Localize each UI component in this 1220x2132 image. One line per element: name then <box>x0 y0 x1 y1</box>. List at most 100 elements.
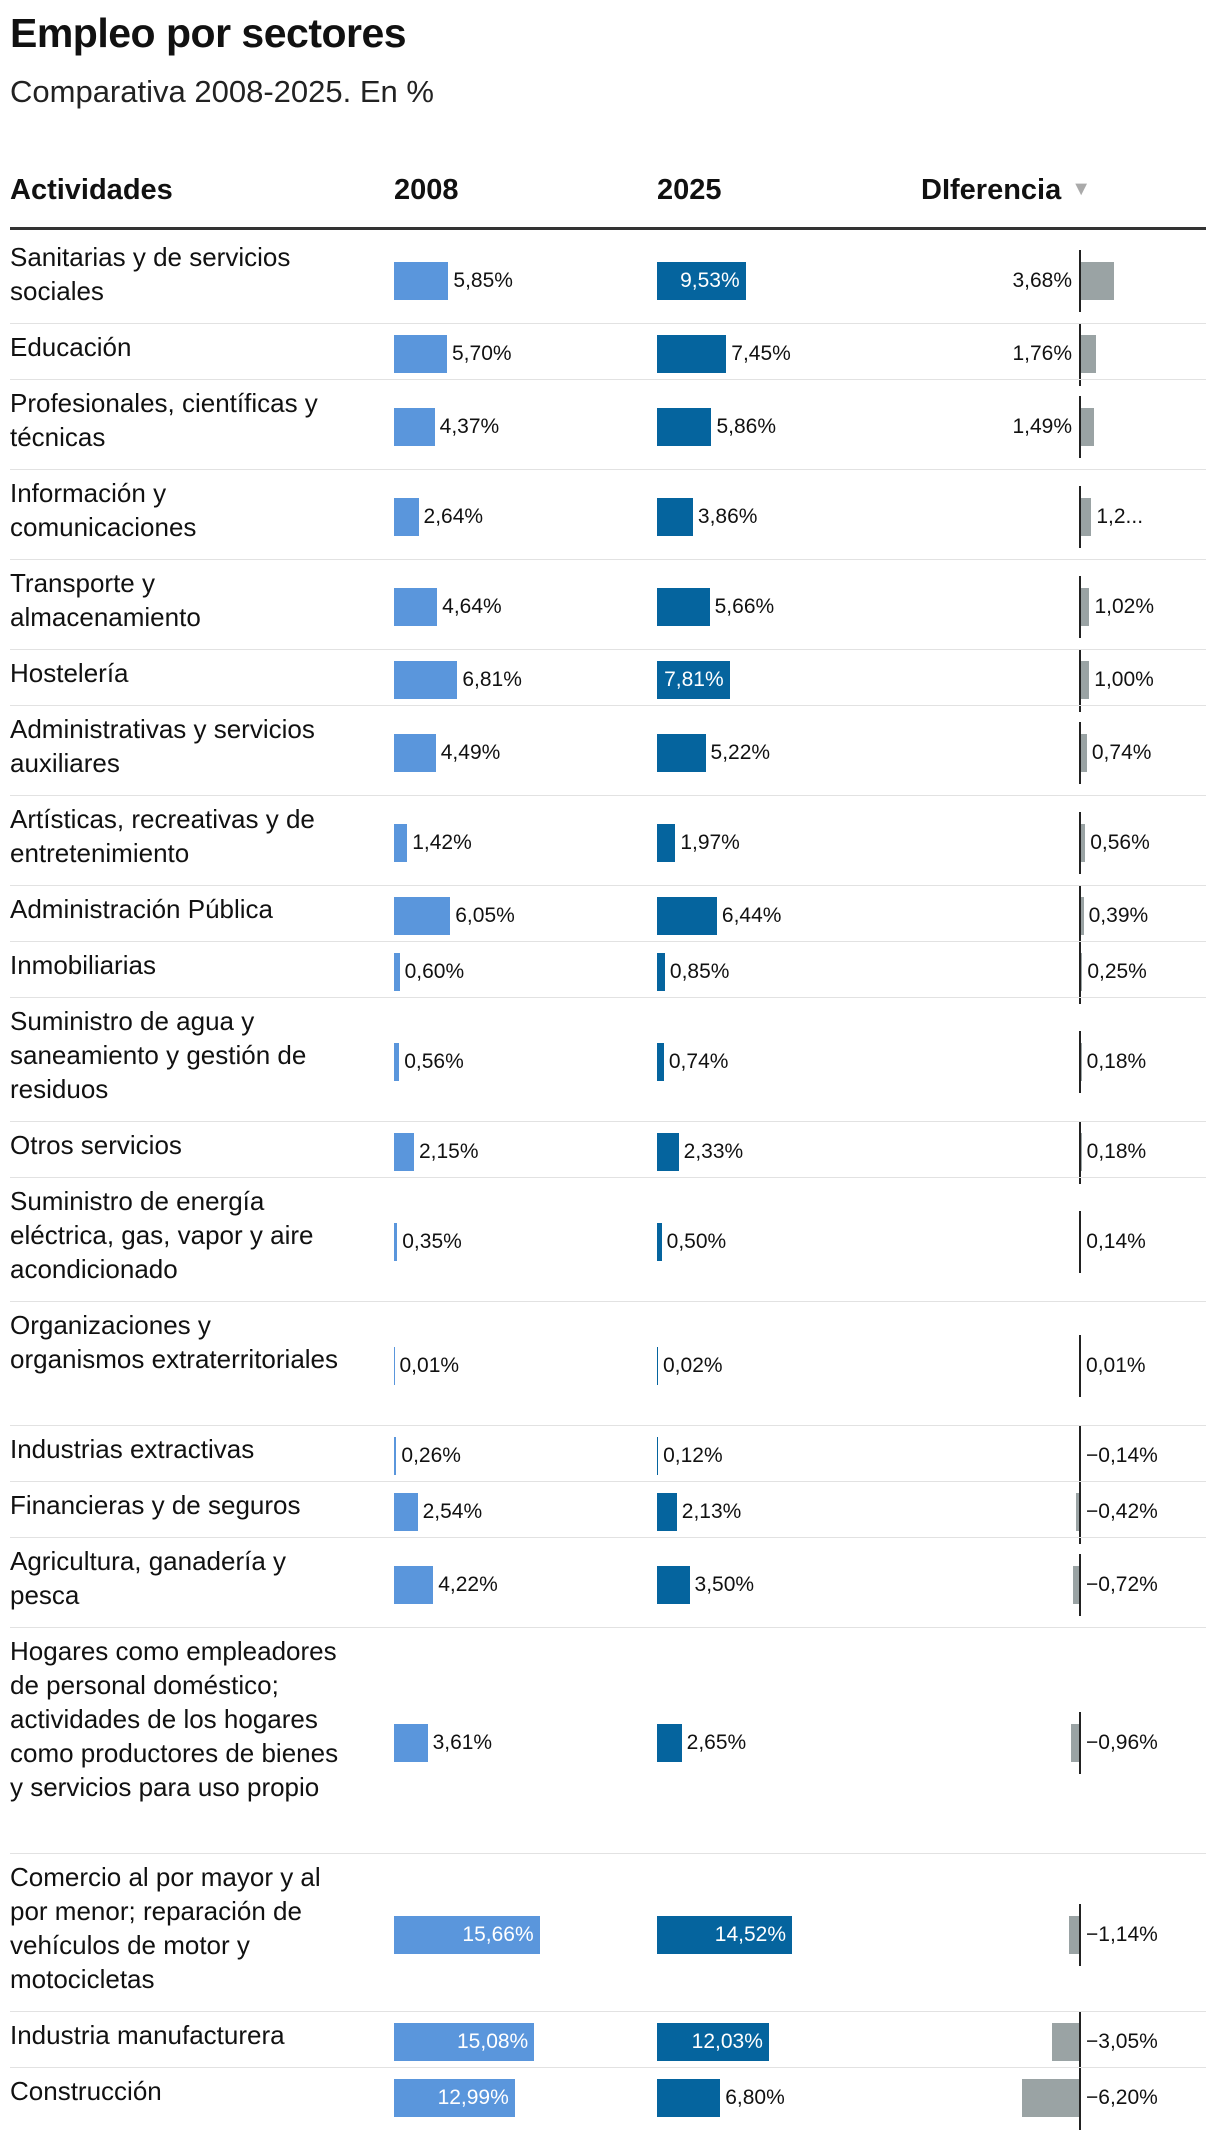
activity-label: Industria manufacturera <box>10 2020 285 2050</box>
bar-2025 <box>657 335 727 373</box>
value-2008: 2,54% <box>422 1500 483 1523</box>
activity-label: Información y comunicaciones <box>10 478 197 542</box>
row-separator <box>10 2067 1206 2068</box>
bar-2008 <box>394 824 408 862</box>
column-header-2008[interactable]: 2008 <box>394 174 459 206</box>
row-separator <box>10 705 1206 706</box>
row-separator <box>10 885 1206 886</box>
row-separator <box>10 649 1206 650</box>
column-header-2025[interactable]: 2025 <box>657 174 722 206</box>
value-2025: 1,97% <box>680 831 740 854</box>
activity-label: Administración Pública <box>10 894 274 924</box>
value-difference: 1,02% <box>1094 595 1155 618</box>
row-separator <box>10 1177 1206 1178</box>
table-row: Hostelería 6,81% 7,81% 1,00% <box>0 650 1220 712</box>
bar-2008 <box>394 734 436 772</box>
value-2025: 12,03% <box>691 2030 763 2053</box>
value-difference: −6,20% <box>1086 2086 1158 2109</box>
value-difference: −1,14% <box>1086 1923 1158 1946</box>
activity-label: Educación <box>10 332 132 362</box>
row-separator <box>10 1481 1206 1482</box>
value-2008: 0,01% <box>399 1354 460 1377</box>
bar-difference <box>1073 1566 1080 1604</box>
value-difference: 0,18% <box>1086 1050 1147 1073</box>
bar-difference <box>1080 588 1090 626</box>
value-2008: 2,64% <box>423 505 484 528</box>
bar-2025 <box>657 408 712 446</box>
row-separator <box>10 2011 1206 2012</box>
value-2025: 7,45% <box>731 342 791 365</box>
bar-2025 <box>657 262 746 300</box>
table-row: Suministro de agua y saneamiento y gesti… <box>0 998 1220 1122</box>
value-difference: 0,18% <box>1086 1140 1147 1163</box>
bar-difference <box>1080 661 1090 699</box>
row-separator <box>10 1121 1206 1122</box>
difference-zero-axis <box>1079 324 1081 386</box>
difference-zero-axis <box>1079 650 1081 712</box>
bar-2025 <box>657 1223 662 1261</box>
bar-2025 <box>657 734 706 772</box>
value-2008: 4,37% <box>439 415 500 438</box>
bar-difference <box>1080 953 1083 991</box>
bar-2025 <box>657 1493 677 1531</box>
value-difference: −0,14% <box>1086 1444 1158 1467</box>
value-difference: 1,00% <box>1094 668 1154 691</box>
value-2025: 3,50% <box>694 1573 755 1596</box>
value-difference: 0,56% <box>1090 831 1150 854</box>
activity-label: Otros servicios <box>10 1130 182 1160</box>
difference-zero-axis <box>1079 722 1081 784</box>
table-row: Profesionales, científicas y técnicas 4,3… <box>0 380 1220 470</box>
value-2025: 7,81% <box>664 668 724 691</box>
chart-title: Empleo por sectores <box>10 10 407 56</box>
difference-zero-axis <box>1079 250 1081 312</box>
bar-2008 <box>394 1223 398 1261</box>
activity-label: Agricultura, ganadería y pesca <box>10 1546 287 1610</box>
bar-2008 <box>394 588 438 626</box>
value-2008: 5,70% <box>452 342 512 365</box>
column-header-difference[interactable]: DIferencia ▼ <box>921 174 1091 207</box>
column-header-activities[interactable]: Actividades <box>10 174 173 206</box>
value-2025: 6,44% <box>721 904 782 927</box>
value-2025: 5,86% <box>716 415 777 438</box>
bar-2025 <box>657 897 717 935</box>
value-difference: 0,14% <box>1086 1230 1146 1253</box>
difference-zero-axis <box>1079 942 1081 1004</box>
difference-zero-axis <box>1079 1031 1081 1093</box>
value-2025: 0,02% <box>663 1354 723 1377</box>
value-2008: 1,42% <box>412 831 472 854</box>
value-2008: 4,64% <box>442 595 502 618</box>
bar-2008 <box>394 1493 418 1531</box>
bar-2025 <box>657 2023 769 2061</box>
table-row: Inmobiliarias 0,60% 0,85% 0,25% <box>0 942 1220 1004</box>
difference-zero-axis <box>1079 1211 1081 1273</box>
bar-difference <box>1080 498 1092 536</box>
row-separator <box>10 1853 1206 1854</box>
value-2008: 4,22% <box>438 1573 498 1596</box>
value-2025: 2,13% <box>681 1500 742 1523</box>
row-separator <box>10 941 1206 942</box>
row-separator <box>10 997 1206 998</box>
value-2025: 6,80% <box>725 2086 785 2109</box>
activity-label: Sanitarias y de servicios sociales <box>10 242 291 306</box>
row-separator <box>10 1301 1206 1302</box>
value-2008: 0,60% <box>404 960 465 983</box>
table-row: Artísticas, recreativas y de entretenimi… <box>0 796 1220 886</box>
value-difference: −0,96% <box>1086 1731 1158 1754</box>
value-difference: 0,74% <box>1091 741 1152 764</box>
bar-2008 <box>394 262 449 300</box>
chart-subtitle: Comparativa 2008-2025. En % <box>10 74 434 109</box>
bar-2008 <box>394 953 400 991</box>
bar-2008 <box>394 1043 400 1081</box>
bar-2008 <box>394 1437 397 1475</box>
row-separator <box>10 323 1206 324</box>
table-row: Industrias extractivas 0,26% 0,12% −0,14% <box>0 1426 1220 1488</box>
bar-2008 <box>394 1916 540 1954</box>
value-2025: 2,65% <box>686 1731 747 1754</box>
value-2008: 4,49% <box>440 741 501 764</box>
difference-zero-axis <box>1079 1482 1081 1544</box>
value-2008: 2,15% <box>418 1140 479 1163</box>
bar-2025 <box>657 2079 721 2117</box>
difference-zero-axis <box>1079 1335 1081 1397</box>
activity-label: Suministro de energía eléctrica, gas, va… <box>10 1186 314 1284</box>
